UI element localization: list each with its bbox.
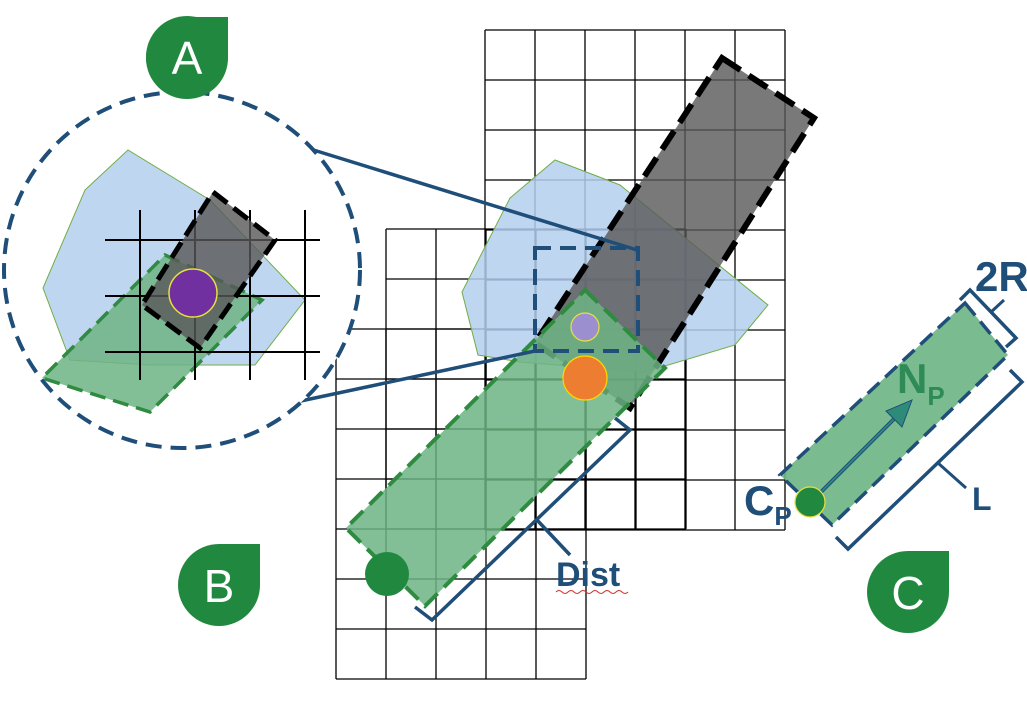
center-label-main: C bbox=[744, 477, 774, 524]
panel-a bbox=[2, 90, 638, 450]
normal-label-main: N bbox=[897, 355, 927, 402]
panel-c: 2R L NP CP bbox=[744, 253, 1027, 552]
length-leader-line bbox=[937, 461, 967, 490]
radius-leader-line bbox=[988, 298, 1006, 315]
badge-b: B bbox=[178, 544, 260, 626]
badge-a-label: A bbox=[172, 32, 203, 84]
green-center-point bbox=[365, 552, 409, 596]
arrow-icon bbox=[815, 399, 913, 498]
length-label: L bbox=[972, 481, 992, 517]
radius-label: 2R bbox=[975, 253, 1027, 300]
zoom-connector-bottom bbox=[295, 349, 536, 404]
dist-label: Dist bbox=[556, 556, 620, 594]
leaf-badge-icon bbox=[178, 544, 260, 626]
badge-a: A bbox=[146, 16, 229, 99]
badge-c-label: C bbox=[891, 567, 924, 619]
badge-c: C bbox=[867, 551, 949, 633]
dist-bracket bbox=[413, 416, 633, 623]
lavender-point bbox=[570, 312, 600, 342]
length-bracket bbox=[834, 368, 1025, 552]
center-label-sub: P bbox=[774, 501, 791, 531]
zoom-content bbox=[38, 149, 320, 414]
zoom-selection-box bbox=[533, 246, 640, 353]
zoom-connector-top bbox=[306, 146, 638, 252]
radius-bracket bbox=[958, 287, 1019, 349]
normal-label: NP bbox=[897, 355, 945, 411]
normal-label-sub: P bbox=[927, 381, 944, 411]
leaf-badge-icon bbox=[867, 551, 949, 633]
dist-leader-line bbox=[535, 518, 572, 557]
badge-b-label: B bbox=[204, 560, 235, 612]
param-center-point bbox=[794, 486, 826, 518]
center-label: CP bbox=[744, 477, 792, 531]
spellcheck-squiggle bbox=[555, 590, 629, 594]
zoom-purple-point bbox=[168, 268, 218, 318]
panel-b: Dist bbox=[335, 29, 819, 680]
orange-point bbox=[562, 355, 608, 401]
